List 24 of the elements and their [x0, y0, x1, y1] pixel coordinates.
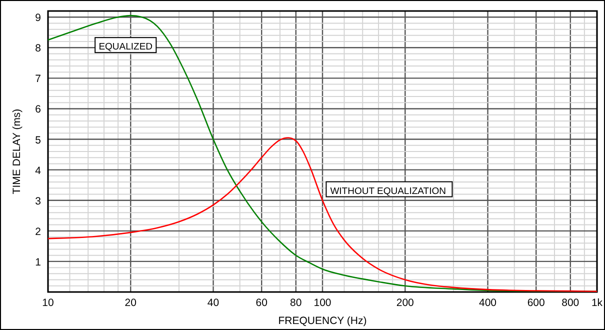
x-tick-label: 60 [256, 297, 268, 309]
x-tick-label: 100 [314, 297, 332, 309]
x-tick-label: 400 [479, 297, 497, 309]
y-tick-label: 1 [35, 256, 42, 268]
y-tick-label: 8 [35, 42, 42, 55]
y-tick-label: 2 [35, 226, 42, 238]
series-label: WITHOUT EQUALIZATION [330, 186, 446, 197]
x-tick-label: 80 [290, 297, 302, 309]
y-tick-label: 6 [35, 104, 42, 116]
series-label: EQUALIZED [98, 42, 153, 53]
x-tick-label: 800 [562, 297, 580, 309]
y-tick-label: 3 [35, 195, 42, 208]
y-tick-label: 4 [35, 164, 42, 177]
y-axis-title: TIME DELAY (ms) [11, 108, 23, 194]
y-tick-label: 7 [35, 73, 42, 86]
x-axis-title: FREQUENCY (Hz) [278, 315, 367, 327]
y-tick-label: 9 [35, 12, 42, 24]
y-tick-label: 5 [35, 134, 42, 146]
x-tick-label: 10 [42, 297, 54, 309]
x-tick-label: 600 [527, 297, 546, 309]
x-tick-label: 40 [207, 297, 220, 309]
x-tick-label: 200 [396, 297, 414, 309]
x-tick-label: 1k [591, 297, 604, 309]
x-tick-label: 20 [124, 297, 137, 309]
